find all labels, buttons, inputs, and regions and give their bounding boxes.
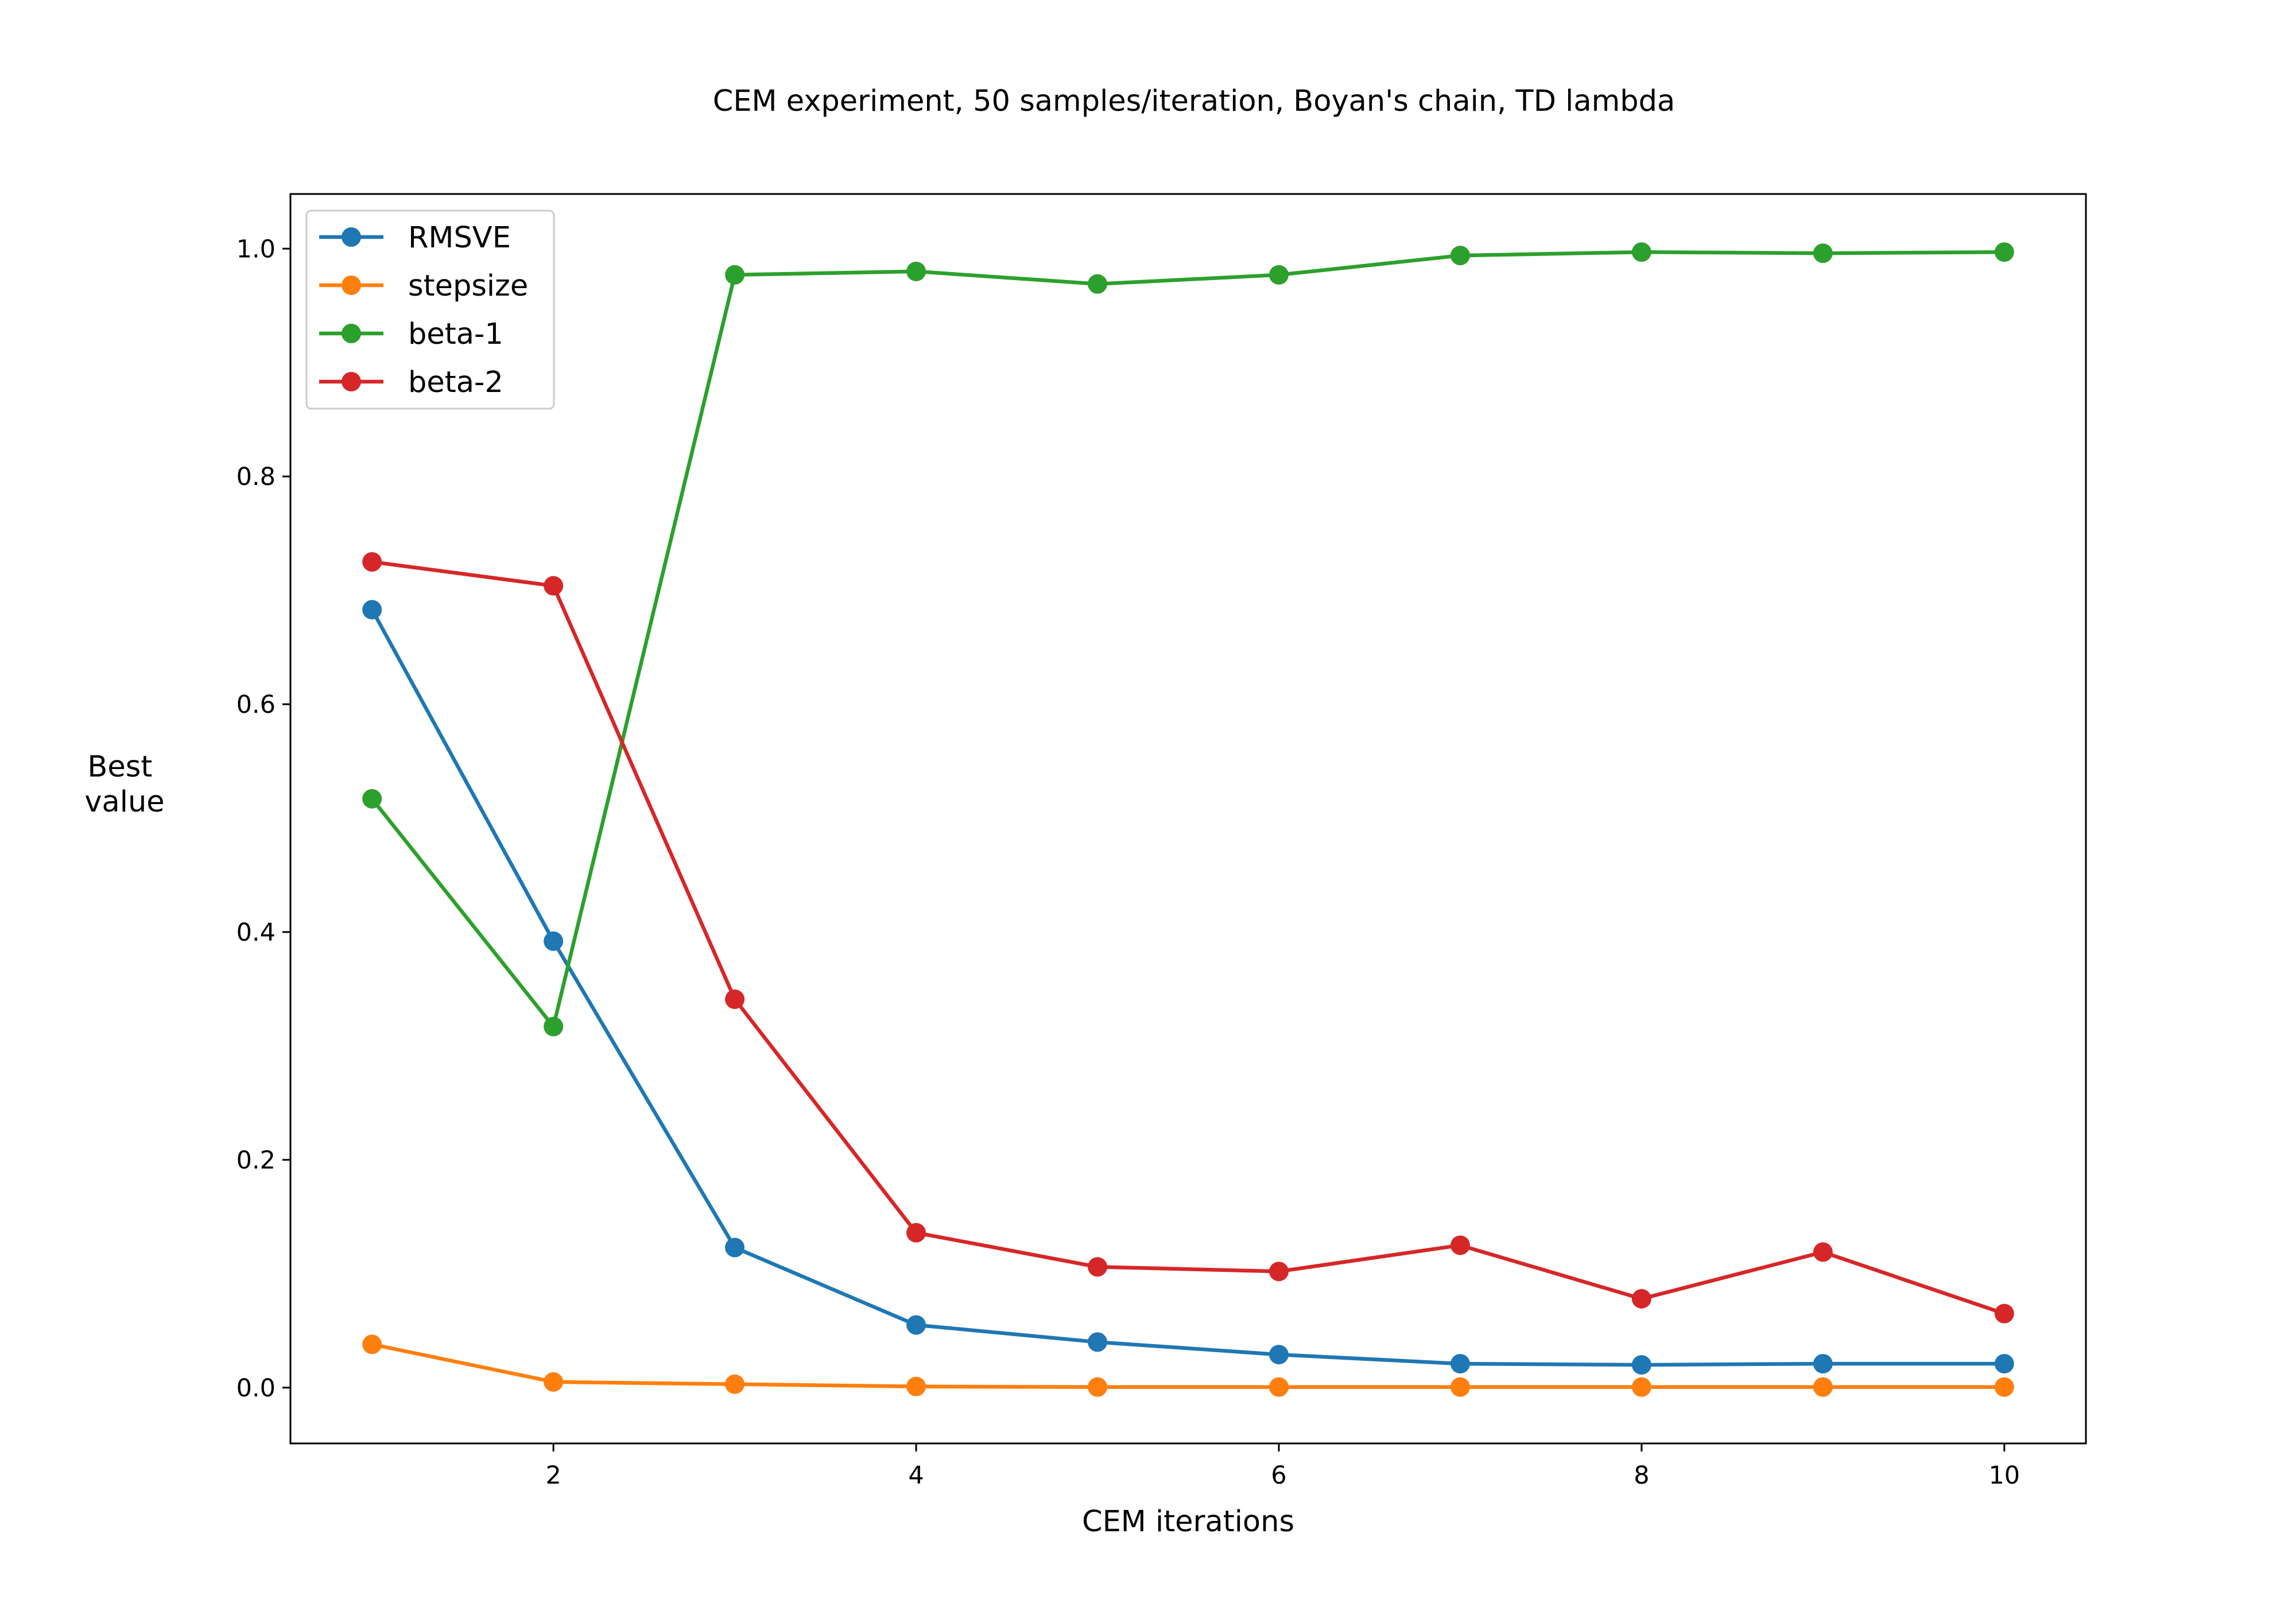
series-beta-1 [362,242,2014,1037]
data-point-rmsve [1994,1354,2014,1374]
data-point-stepsize [362,1334,382,1354]
data-point-stepsize [1088,1377,1108,1397]
data-point-beta-2 [1088,1257,1108,1277]
data-point-stepsize [544,1372,564,1392]
y-tick-label: 0.4 [236,918,276,947]
x-axis-label: CEM iterations [1082,1505,1294,1539]
y-tick-label: 0.8 [236,463,276,491]
data-point-stepsize [1450,1377,1470,1397]
data-point-beta-1 [1269,265,1289,285]
legend: RMSVE stepsize beta-1 beta-2 [305,209,555,410]
data-point-beta-1 [1813,243,1833,263]
data-point-beta-1 [1994,242,2014,262]
data-point-beta-1 [1088,274,1108,294]
data-point-beta-1 [362,789,382,809]
series-line-beta-1 [370,250,2004,1028]
data-point-beta-1 [544,1016,564,1037]
data-point-beta-2 [544,576,564,596]
data-point-rmsve [544,931,564,951]
legend-items: RMSVE stepsize beta-1 beta-2 [319,221,528,399]
data-point-beta-1 [1631,242,1651,262]
legend-box [305,209,555,410]
legend-label-rmsve: RMSVE [408,221,511,255]
legend-item-beta-2: beta-2 [319,366,503,399]
legend-item-rmsve: RMSVE [319,221,511,255]
data-point-stepsize [1994,1377,2014,1397]
data-point-beta-2 [1631,1288,1651,1309]
data-point-rmsve [362,600,382,620]
chart-title: CEM experiment, 50 samples/iteration, Bo… [713,84,1676,118]
data-point-rmsve [906,1315,926,1335]
x-axis: 2 4 6 8 10 [545,1443,2020,1490]
data-point-rmsve [1813,1354,1833,1374]
data-point-beta-2 [1813,1242,1833,1262]
plot-frame [289,193,2087,1445]
data-point-beta-1 [906,261,926,281]
legend-marker-stepsize [342,275,361,295]
data-point-beta-2 [362,552,382,572]
y-axis-label: Best value [84,750,164,819]
data-point-rmsve [1631,1355,1651,1375]
data-point-beta-2 [1269,1261,1289,1282]
series-line-rmsve [370,608,2004,1367]
data-point-stepsize [725,1374,745,1394]
data-point-beta-2 [725,989,745,1010]
data-point-rmsve [1269,1345,1289,1365]
y-tick-label: 0.6 [236,690,276,719]
data-point-rmsve [725,1237,745,1257]
x-tick-label: 10 [1988,1461,2020,1490]
y-tick-label: 1.0 [236,235,276,263]
data-point-beta-1 [725,265,745,285]
data-point-stepsize [1631,1377,1651,1397]
data-point-stepsize [1813,1377,1833,1397]
series-layer [362,242,2014,1397]
series-beta-2 [362,552,2014,1323]
legend-item-stepsize: stepsize [319,269,528,303]
y-tick-label: 0.0 [236,1374,276,1403]
x-tick-label: 2 [545,1461,561,1490]
series-stepsize [362,1334,2014,1397]
y-tick-label: 0.2 [236,1146,276,1175]
legend-label-beta-2: beta-2 [408,366,503,399]
legend-label-beta-1: beta-1 [408,317,503,351]
legend-label-stepsize: stepsize [408,269,528,303]
data-point-stepsize [906,1376,926,1396]
data-point-beta-1 [1450,246,1470,266]
x-tick-label: 4 [908,1461,924,1490]
legend-item-beta-1: beta-1 [319,317,503,351]
series-line-beta-2 [371,560,2005,1315]
series-line-stepsize [371,1342,2004,1389]
legend-marker-beta-1 [342,324,361,343]
x-tick-label: 6 [1271,1461,1286,1490]
data-point-beta-2 [906,1222,926,1243]
legend-marker-rmsve [342,227,361,247]
y-axis-label-line-2: value [84,785,164,819]
legend-marker-beta-2 [342,372,361,391]
y-axis-label-line-1: Best [87,750,152,784]
data-point-beta-2 [1450,1235,1470,1255]
series-rmsve [362,600,2014,1375]
data-point-rmsve [1450,1354,1470,1374]
data-point-beta-2 [1994,1303,2014,1323]
data-point-stepsize [1269,1377,1289,1397]
x-tick-label: 8 [1634,1461,1649,1490]
data-point-rmsve [1088,1332,1108,1352]
y-axis: 0.0 0.2 0.4 0.6 0.8 1.0 [236,235,290,1403]
